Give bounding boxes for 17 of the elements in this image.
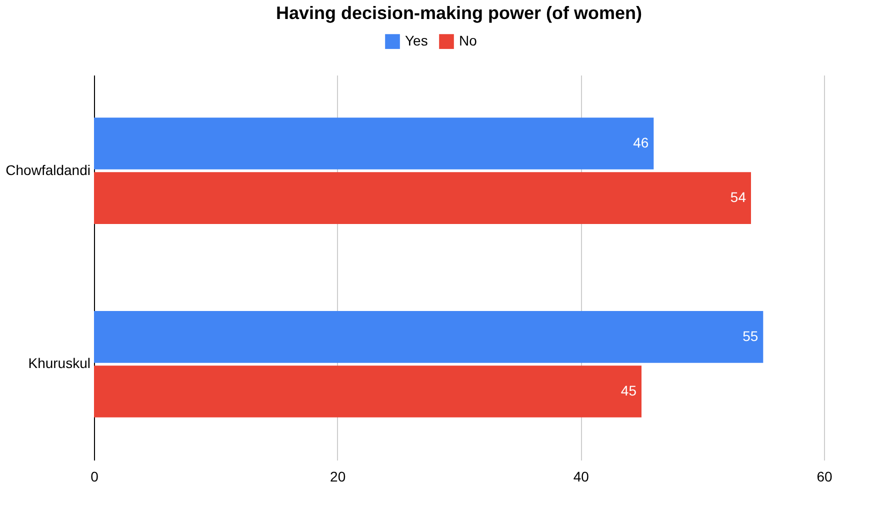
chart-title: Having decision-making power (of women) xyxy=(276,3,642,23)
bar xyxy=(94,118,654,170)
data-label: 55 xyxy=(742,328,758,344)
legend-label: No xyxy=(459,32,478,49)
legend-label: Yes xyxy=(405,32,428,49)
bar xyxy=(94,311,764,363)
x-tick-label: 20 xyxy=(330,468,346,484)
x-tick-label: 40 xyxy=(573,468,590,484)
data-label: 46 xyxy=(633,134,649,150)
bar xyxy=(94,366,642,418)
x-tick-label: 60 xyxy=(816,468,832,484)
bar xyxy=(94,172,751,224)
data-label: 54 xyxy=(730,189,746,206)
y-tick-label: Khuruskul xyxy=(28,355,90,372)
y-tick-label: Chowfaldandi xyxy=(6,162,90,178)
x-tick-label: 0 xyxy=(90,468,99,484)
data-label: 45 xyxy=(620,382,637,399)
